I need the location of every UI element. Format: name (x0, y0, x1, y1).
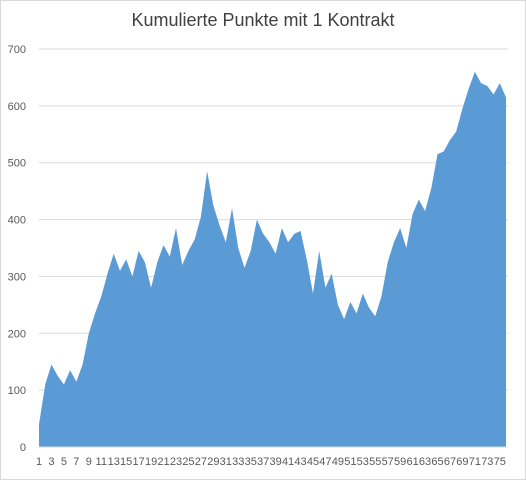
x-tick-label: 25 (182, 456, 194, 468)
chart-title: Kumulierte Punkte mit 1 Kontrakt (131, 10, 395, 30)
x-tick-label: 69 (456, 456, 468, 468)
x-tick-label: 67 (444, 456, 456, 468)
x-tick-label: 63 (419, 456, 431, 468)
x-tick-label: 73 (481, 456, 493, 468)
y-tick-label: 100 (8, 385, 26, 397)
x-tick-label: 15 (120, 456, 132, 468)
x-tick-label: 29 (207, 456, 219, 468)
y-tick-label: 300 (8, 271, 26, 283)
x-tick-label: 71 (469, 456, 481, 468)
x-tick-label: 45 (307, 456, 319, 468)
y-tick-label: 500 (8, 158, 26, 170)
x-tick-label: 41 (282, 456, 294, 468)
x-tick-label: 9 (86, 456, 92, 468)
x-tick-label: 47 (319, 456, 331, 468)
x-tick-label: 23 (170, 456, 182, 468)
x-tick-label: 31 (220, 456, 232, 468)
x-tick-label: 17 (133, 456, 145, 468)
y-tick-label: 400 (8, 215, 26, 227)
x-tick-label: 1 (36, 456, 42, 468)
x-tick-label: 51 (344, 456, 356, 468)
x-tick-label: 39 (269, 456, 281, 468)
x-tick-label: 53 (357, 456, 369, 468)
y-tick-label: 0 (20, 442, 26, 454)
x-tick-label: 75 (494, 456, 506, 468)
x-tick-label: 65 (431, 456, 443, 468)
x-tick-labels: 1 3 5 7 9 11 13 15 17 19 21 23 25 27 29 31 33 35 37 39 41 43 4… (36, 456, 506, 468)
x-tick-label: 7 (73, 456, 79, 468)
x-tick-label: 35 (245, 456, 257, 468)
x-tick-label: 21 (157, 456, 169, 468)
x-tick-label: 5 (61, 456, 67, 468)
x-tick-label: 11 (96, 456, 107, 468)
x-tick-label: 3 (48, 456, 54, 468)
y-tick-label: 600 (8, 101, 26, 113)
x-tick-label: 43 (294, 456, 306, 468)
area-series (39, 71, 506, 448)
x-tick-label: 57 (382, 456, 394, 468)
y-tick-label: 700 (8, 44, 26, 56)
x-tick-label: 55 (369, 456, 381, 468)
x-tick-label: 13 (108, 456, 120, 468)
y-tick-labels: 0 100 200 300 400 500 600 700 (8, 44, 26, 454)
y-tick-label: 200 (8, 328, 26, 340)
x-tick-label: 59 (394, 456, 406, 468)
x-tick-label: 37 (257, 456, 269, 468)
x-tick-label: 27 (195, 456, 207, 468)
x-tick-label: 49 (332, 456, 344, 468)
x-tick-label: 33 (232, 456, 244, 468)
x-tick-label: 61 (406, 456, 418, 468)
x-tick-label: 19 (145, 456, 157, 468)
